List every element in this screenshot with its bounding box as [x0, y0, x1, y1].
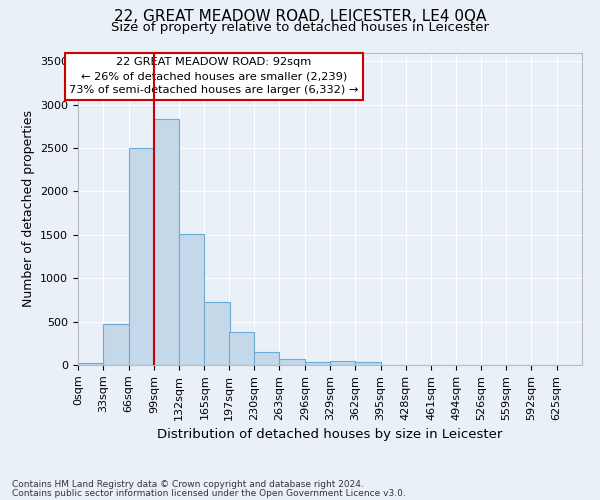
Bar	[330, 360, 355, 365]
Bar	[103, 324, 128, 365]
Text: 22, GREAT MEADOW ROAD, LEICESTER, LE4 0QA: 22, GREAT MEADOW ROAD, LEICESTER, LE4 0Q…	[114, 9, 486, 24]
Text: Contains HM Land Registry data © Crown copyright and database right 2024.: Contains HM Land Registry data © Crown c…	[12, 480, 364, 489]
Bar	[254, 352, 280, 365]
Bar	[154, 120, 179, 365]
Bar	[179, 234, 205, 365]
Bar	[128, 148, 154, 365]
Text: 22 GREAT MEADOW ROAD: 92sqm
← 26% of detached houses are smaller (2,239)
73% of : 22 GREAT MEADOW ROAD: 92sqm ← 26% of det…	[70, 57, 359, 95]
Text: Size of property relative to detached houses in Leicester: Size of property relative to detached ho…	[111, 21, 489, 34]
Bar	[355, 362, 380, 365]
Bar	[305, 362, 330, 365]
Bar	[280, 359, 305, 365]
Text: Contains public sector information licensed under the Open Government Licence v3: Contains public sector information licen…	[12, 488, 406, 498]
Bar	[229, 332, 254, 365]
Y-axis label: Number of detached properties: Number of detached properties	[22, 110, 35, 307]
Bar	[78, 364, 103, 365]
X-axis label: Distribution of detached houses by size in Leicester: Distribution of detached houses by size …	[157, 428, 503, 441]
Bar	[205, 302, 230, 365]
